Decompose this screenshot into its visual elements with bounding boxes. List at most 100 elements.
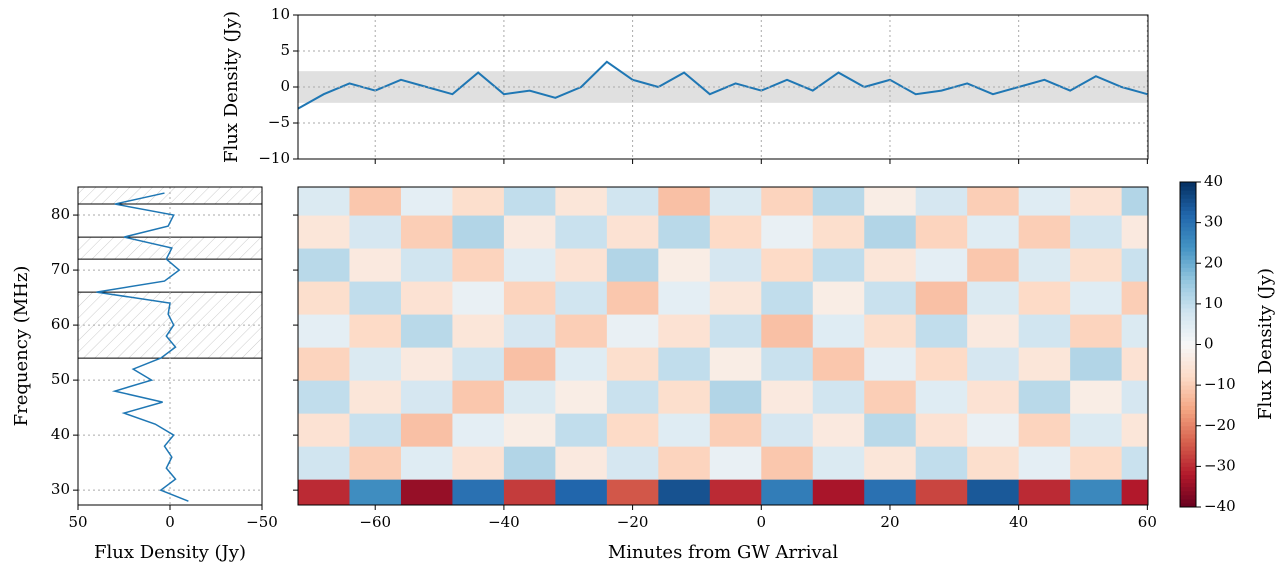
heat-cell xyxy=(1070,446,1123,480)
heat-cell xyxy=(555,380,608,414)
x-tick-label: 50 xyxy=(68,513,87,531)
heat-cell xyxy=(400,380,453,414)
heat-cell xyxy=(1018,314,1071,348)
colorbar-step xyxy=(1180,433,1196,439)
colorbar-step xyxy=(1180,312,1196,317)
plot-frame xyxy=(77,186,263,506)
colorbar-step xyxy=(1180,230,1196,236)
heat-cell xyxy=(298,215,350,249)
y-tick-label: −10 xyxy=(258,149,290,167)
colorbar-step xyxy=(1180,198,1196,203)
colorbar-step xyxy=(1180,482,1196,488)
heat-cell xyxy=(349,347,402,381)
heat-cell xyxy=(1018,281,1071,315)
heat-cell xyxy=(1121,314,1149,348)
heat-cell xyxy=(555,413,608,447)
heat-cell xyxy=(349,187,402,216)
heat-cell xyxy=(1018,215,1071,249)
flagged-band xyxy=(78,187,262,205)
heat-cell xyxy=(555,314,608,348)
heat-cell xyxy=(658,380,711,414)
x-tick-label: −20 xyxy=(617,513,649,531)
colorbar-step xyxy=(1180,458,1196,463)
colorbar-step xyxy=(1180,332,1196,337)
colorbar-step xyxy=(1180,442,1196,447)
colorbar-step xyxy=(1180,486,1196,492)
colorbar-step xyxy=(1180,242,1196,248)
colorbar-tick-label: −10 xyxy=(1204,375,1236,393)
heat-cell xyxy=(812,281,865,315)
heat-cell xyxy=(812,215,865,249)
heat-cell xyxy=(606,380,659,414)
colorbar-step xyxy=(1180,352,1196,358)
heat-cell xyxy=(864,347,917,381)
heat-cell xyxy=(1018,479,1071,506)
axis-label: Flux Density (Jy) xyxy=(1255,268,1276,420)
heat-cell xyxy=(709,215,762,249)
colorbar-step xyxy=(1180,437,1196,443)
heat-cell xyxy=(658,347,711,381)
heat-cell xyxy=(298,314,350,348)
heat-cell xyxy=(349,479,402,506)
heat-cell xyxy=(349,215,402,249)
colorbar-step xyxy=(1180,498,1196,504)
colorbar-step xyxy=(1180,425,1196,431)
axis-label: Minutes from GW Arrival xyxy=(608,542,839,563)
axis-label: Flux Density (Jy) xyxy=(221,11,242,163)
colorbar-step xyxy=(1180,247,1196,252)
heat-cell xyxy=(709,413,762,447)
colorbar-step xyxy=(1180,271,1196,276)
heat-cell xyxy=(864,446,917,480)
colorbar-step xyxy=(1180,255,1196,260)
colorbar-tick-label: −30 xyxy=(1204,456,1236,474)
heat-cell xyxy=(812,413,865,447)
colorbar-step xyxy=(1180,421,1196,427)
heat-cell xyxy=(452,314,505,348)
heat-cell xyxy=(452,479,505,506)
heat-cell xyxy=(503,446,556,480)
heat-cell xyxy=(452,281,505,315)
colorbar-step xyxy=(1180,494,1196,500)
heat-cell xyxy=(658,248,711,282)
x-tick-label: −40 xyxy=(488,513,520,531)
colorbar-tick-label: −40 xyxy=(1204,497,1236,515)
colorbar-step xyxy=(1180,393,1196,398)
colorbar-step xyxy=(1180,462,1196,467)
colorbar-step xyxy=(1180,385,1196,390)
colorbar-step xyxy=(1180,275,1196,280)
heat-cell xyxy=(1121,479,1149,506)
heat-cell xyxy=(606,413,659,447)
colorbar-step xyxy=(1180,238,1196,244)
heat-cell xyxy=(761,187,814,216)
heat-cell xyxy=(1018,446,1071,480)
heat-cell xyxy=(298,281,350,315)
heat-cell xyxy=(349,281,402,315)
plot-frame xyxy=(297,14,1149,160)
heat-cell xyxy=(400,479,453,506)
y-tick-label: 70 xyxy=(51,260,70,278)
heat-cell xyxy=(503,215,556,249)
heat-cell xyxy=(1121,413,1149,447)
heat-cell xyxy=(503,413,556,447)
heat-cell xyxy=(298,446,350,480)
heat-cell xyxy=(452,248,505,282)
colorbar-step xyxy=(1180,251,1196,256)
heat-cell xyxy=(606,187,659,216)
colorbar-step xyxy=(1180,417,1196,423)
colorbar-step xyxy=(1180,303,1196,309)
colorbar-step xyxy=(1180,470,1196,475)
heat-cell xyxy=(915,347,968,381)
colorbar-step xyxy=(1180,259,1196,264)
heat-cell xyxy=(1018,248,1071,282)
heat-cell xyxy=(1070,215,1123,249)
heat-cell xyxy=(555,347,608,381)
colorbar-step xyxy=(1180,320,1196,325)
heat-cell xyxy=(761,380,814,414)
heat-cell xyxy=(503,281,556,315)
heat-cell xyxy=(812,314,865,348)
heat-cell xyxy=(915,248,968,282)
colorbar-step xyxy=(1180,368,1196,374)
heat-cell xyxy=(1070,413,1123,447)
colorbar-tick-label: 20 xyxy=(1204,253,1223,271)
heat-cell xyxy=(503,314,556,348)
